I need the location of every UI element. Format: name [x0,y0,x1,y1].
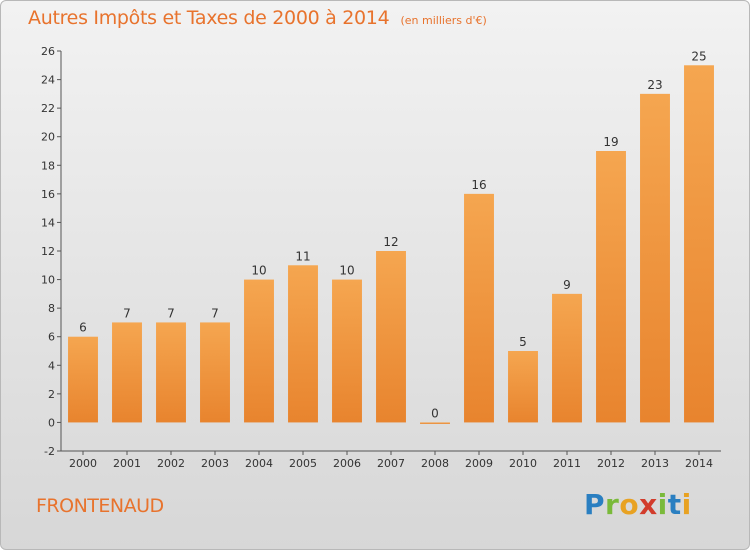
chart-subtitle: (en milliers d'€) [400,14,487,27]
y-tick-label: 0 [48,416,55,429]
bar [156,322,186,423]
chart-title: Autres Impôts et Taxes de 2000 à 2014 [28,7,390,29]
x-tick-label: 2000 [69,457,97,470]
value-label: 9 [563,278,571,292]
x-tick-label: 2005 [289,457,317,470]
y-tick-label: 14 [41,216,55,229]
commune-name: FRONTENAUD [36,495,164,517]
bar-series [68,65,714,424]
y-tick-label: 22 [41,102,55,115]
y-tick-label: 2 [48,388,55,401]
value-label: 7 [123,306,131,320]
logo-letter: t [667,488,682,521]
bar [112,322,142,423]
bar [200,322,230,423]
logo-letter: r [605,488,620,521]
bar [552,293,582,423]
y-tick-label: -2 [44,445,55,458]
value-label: 10 [339,264,354,278]
y-tick-label: 20 [41,131,55,144]
x-tick-label: 2008 [421,457,449,470]
x-tick-label: 2007 [377,457,405,470]
logo-letter: x [639,488,658,521]
y-tick-label: 6 [48,331,55,344]
value-label: 23 [647,78,662,92]
bar [684,65,714,423]
y-tick-label: 26 [41,45,55,58]
x-tick-label: 2010 [509,457,537,470]
logo-letter: P [584,488,606,521]
value-label: 10 [251,264,266,278]
bar [68,336,98,423]
value-label: 16 [471,178,486,192]
value-label: 7 [211,306,219,320]
x-tick-label: 2009 [465,457,493,470]
y-tick-label: 24 [41,74,55,87]
y-tick-label: 4 [48,359,55,372]
y-tick-label: 12 [41,245,55,258]
value-label: 0 [431,406,439,420]
y-tick-label: 16 [41,188,55,201]
chart-title-row: Autres Impôts et Taxes de 2000 à 2014 (e… [28,7,487,29]
x-tick-label: 2003 [201,457,229,470]
bar [640,93,670,423]
logo-letter: i [657,488,668,521]
proxiti-logo: Proxiti [584,488,692,521]
x-tick-label: 2004 [245,457,273,470]
bar [332,279,362,423]
value-label: 11 [295,249,310,263]
x-tick-label: 2001 [113,457,141,470]
bar [508,351,538,423]
y-tick-label: 18 [41,159,55,172]
x-tick-label: 2014 [685,457,713,470]
bar [420,422,450,424]
logo-letter: o [619,488,640,521]
value-label: 19 [603,135,618,149]
value-labels: 6 7 7 7 10 11 10 12 0 16 5 9 19 23 25 [79,49,706,420]
logo-letter: i [681,488,692,521]
value-label: 5 [519,335,527,349]
y-tick-label: 10 [41,274,55,287]
x-tick-label: 2011 [553,457,581,470]
value-label: 6 [79,321,87,335]
x-tick-label: 2013 [641,457,669,470]
x-tick-label: 2006 [333,457,361,470]
bar [244,279,274,423]
value-label: 12 [383,235,398,249]
bar [464,193,494,423]
bar [596,151,626,423]
bar [288,265,318,423]
y-tick-label: 8 [48,302,55,315]
bar [376,251,406,423]
x-tick-label: 2012 [597,457,625,470]
value-label: 7 [167,306,175,320]
x-tick-label: 2002 [157,457,185,470]
value-label: 25 [691,49,706,63]
